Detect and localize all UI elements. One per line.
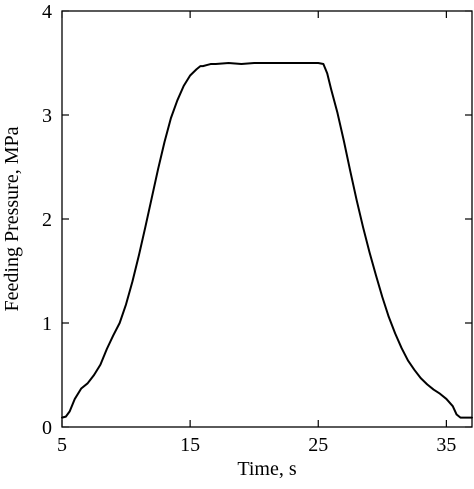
- x-axis-tick-labels: 5 15 25 35: [57, 434, 456, 456]
- x-tick-label: 15: [180, 434, 200, 456]
- plot-frame: [61, 10, 473, 428]
- x-tick-label: 35: [436, 434, 456, 456]
- series-line: [61, 62, 473, 419]
- x-tick-label: 5: [57, 434, 67, 456]
- y-tick-label: 3: [42, 105, 52, 127]
- y-tick-label: 4: [42, 1, 52, 23]
- x-axis-ticks: [61, 11, 447, 427]
- y-tick-label: 2: [42, 209, 52, 231]
- y-tick-label: 1: [42, 313, 52, 335]
- x-axis-label: Time, s: [237, 458, 297, 480]
- y-axis-label: Feeding Pressure, MPa: [1, 126, 23, 311]
- x-tick-label: 25: [308, 434, 328, 456]
- y-axis-tick-labels: 0 1 2 3 4: [42, 1, 52, 439]
- y-tick-label: 0: [42, 417, 52, 439]
